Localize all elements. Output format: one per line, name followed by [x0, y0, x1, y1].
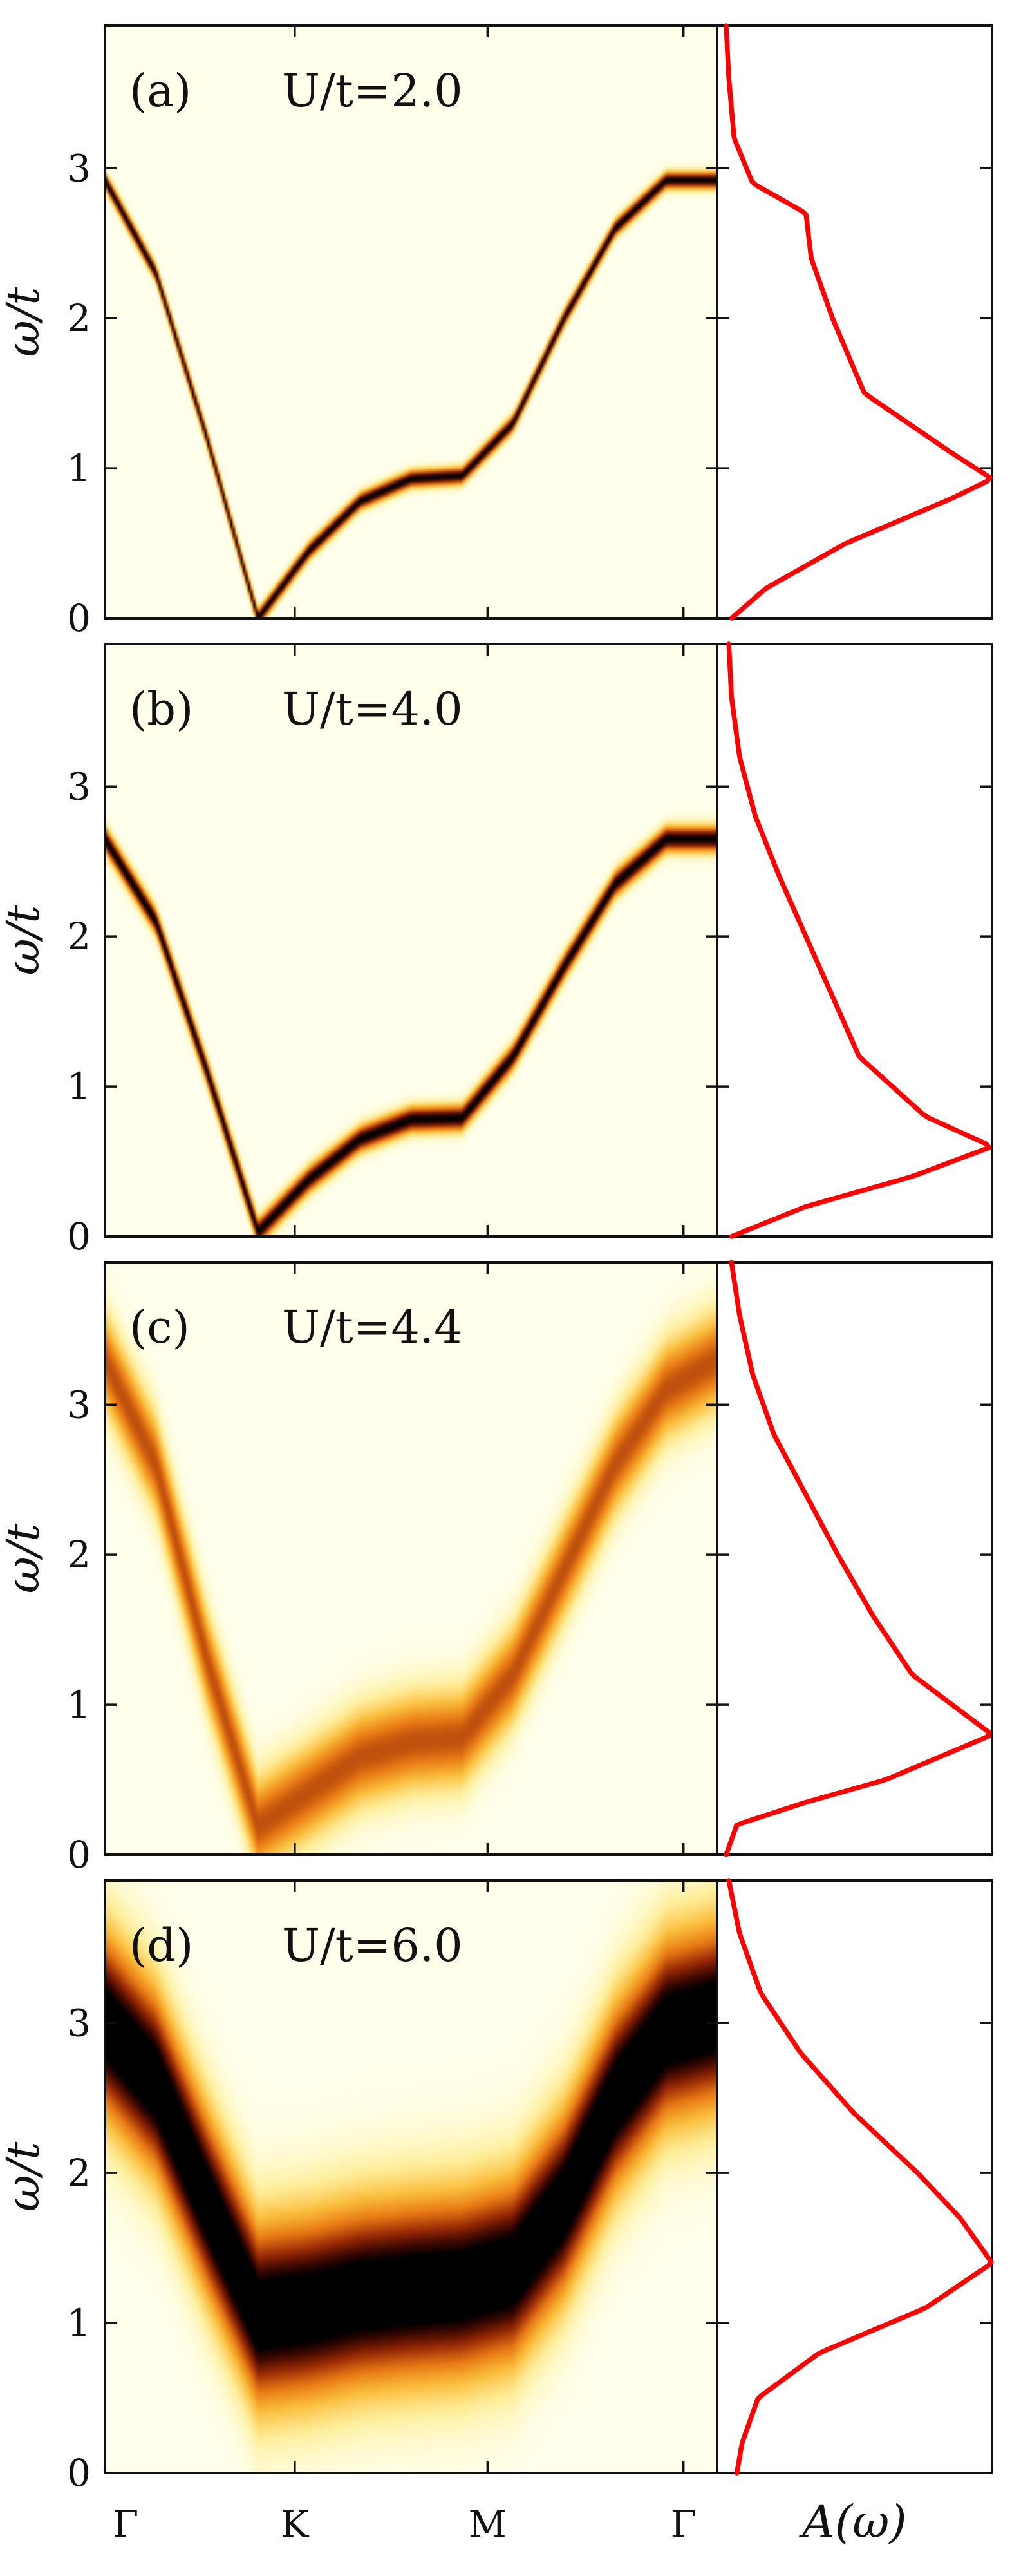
- panel-label: (b): [129, 683, 193, 735]
- y-tick-label: 3: [67, 2001, 91, 2045]
- panel-param-label: U/t=4.4: [282, 1301, 463, 1354]
- panel-3: 0 1 2 3 ω/t (c) U/t=4.4: [0, 1260, 993, 1877]
- spectral-heatmap: [105, 644, 717, 1236]
- y-tick-label: 2: [67, 1533, 91, 1577]
- panel-4: 0 1 2 3 ω/t (d) U/t=6.0: [0, 1878, 994, 2495]
- spectral-heatmap: [105, 1262, 717, 1855]
- y-tick-label: 3: [67, 764, 91, 808]
- y-tick-label: 3: [67, 1383, 91, 1426]
- x-tick-label: Γ: [671, 2503, 697, 2546]
- dos-frame: [716, 1261, 993, 1856]
- panel-label: (d): [129, 1919, 193, 1972]
- spectral-heatmap: [105, 26, 717, 618]
- y-tick-label: 0: [67, 596, 91, 640]
- y-tick-label: 1: [67, 2301, 91, 2345]
- y-axis-label: ω/t: [0, 2141, 50, 2212]
- dos-frame: [716, 643, 993, 1238]
- y-axis-label: ω/t: [0, 287, 50, 357]
- y-tick-label: 1: [67, 446, 91, 490]
- dos-curve: [724, 1260, 992, 1857]
- x-tick-label: K: [281, 2503, 310, 2546]
- y-tick-label: 1: [67, 1065, 91, 1108]
- y-tick-label: 2: [67, 296, 91, 340]
- panel-param-label: U/t=6.0: [282, 1919, 463, 1972]
- y-tick-label: 0: [67, 2451, 91, 2495]
- spectral-heatmap: [105, 1880, 717, 2473]
- panel-param-label: U/t=2.0: [282, 64, 463, 117]
- y-tick-label: 2: [67, 2151, 91, 2195]
- dos-curve: [726, 641, 992, 1239]
- y-axis-label: ω/t: [0, 1523, 50, 1594]
- y-tick-label: 1: [67, 1683, 91, 1727]
- y-axis-label: ω/t: [0, 905, 50, 976]
- x-tick-label: Γ: [113, 2503, 138, 2546]
- panel-2: 0 1 2 3 ω/t (b) U/t=4.0: [0, 641, 993, 1258]
- dos-curve: [726, 1878, 994, 2476]
- y-tick-label: 0: [67, 1215, 91, 1258]
- panel-1: 0 1 2 3 ω/t (a) U/t=2.0: [0, 23, 993, 640]
- x-tick-label: M: [469, 2503, 507, 2546]
- dos-curve: [724, 23, 993, 621]
- dos-frame: [716, 1879, 993, 2474]
- dos-x-label: A(ω): [798, 2496, 906, 2548]
- panel-param-label: U/t=4.0: [282, 683, 463, 735]
- y-tick-label: 2: [67, 914, 91, 958]
- panel-label: (a): [129, 64, 191, 117]
- y-tick-label: 0: [67, 1833, 91, 1877]
- panel-label: (c): [129, 1301, 190, 1354]
- y-tick-label: 3: [67, 146, 91, 190]
- dos-frame: [716, 24, 993, 620]
